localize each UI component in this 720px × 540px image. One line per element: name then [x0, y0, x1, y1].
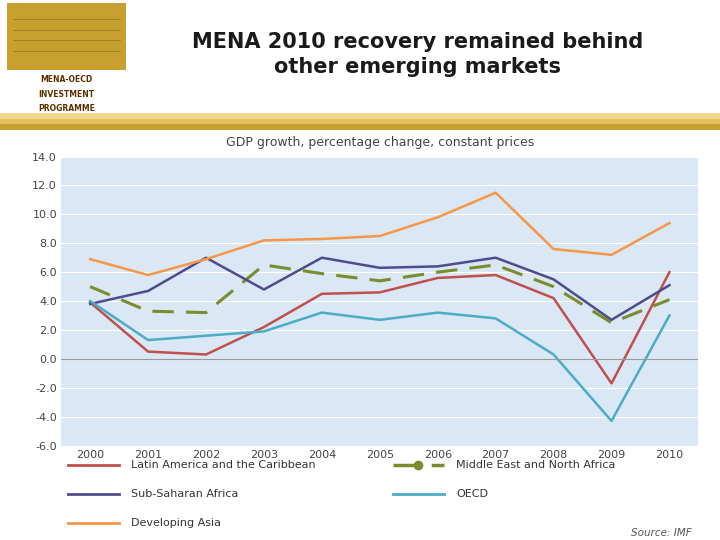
Text: Middle East and North Africa: Middle East and North Africa: [456, 460, 616, 470]
Bar: [0, 113, 720, 119]
Bar: [0, 119, 720, 124]
Text: PROGRAMME: PROGRAMME: [38, 104, 95, 113]
Text: Sub-Saharan Africa: Sub-Saharan Africa: [131, 489, 238, 499]
Text: MENA 2010 recovery remained behind
other emerging markets: MENA 2010 recovery remained behind other…: [192, 32, 643, 77]
Text: OECD: OECD: [456, 489, 488, 499]
Text: Latin America and the Caribbean: Latin America and the Caribbean: [131, 460, 316, 470]
Text: Developing Asia: Developing Asia: [131, 518, 221, 529]
Bar: [0, 124, 720, 130]
Text: GDP growth, percentage change, constant prices: GDP growth, percentage change, constant …: [225, 136, 534, 149]
Text: MENA-OECD: MENA-OECD: [40, 75, 93, 84]
Text: Source: IMF: Source: IMF: [631, 528, 692, 538]
Text: INVESTMENT: INVESTMENT: [39, 90, 94, 99]
